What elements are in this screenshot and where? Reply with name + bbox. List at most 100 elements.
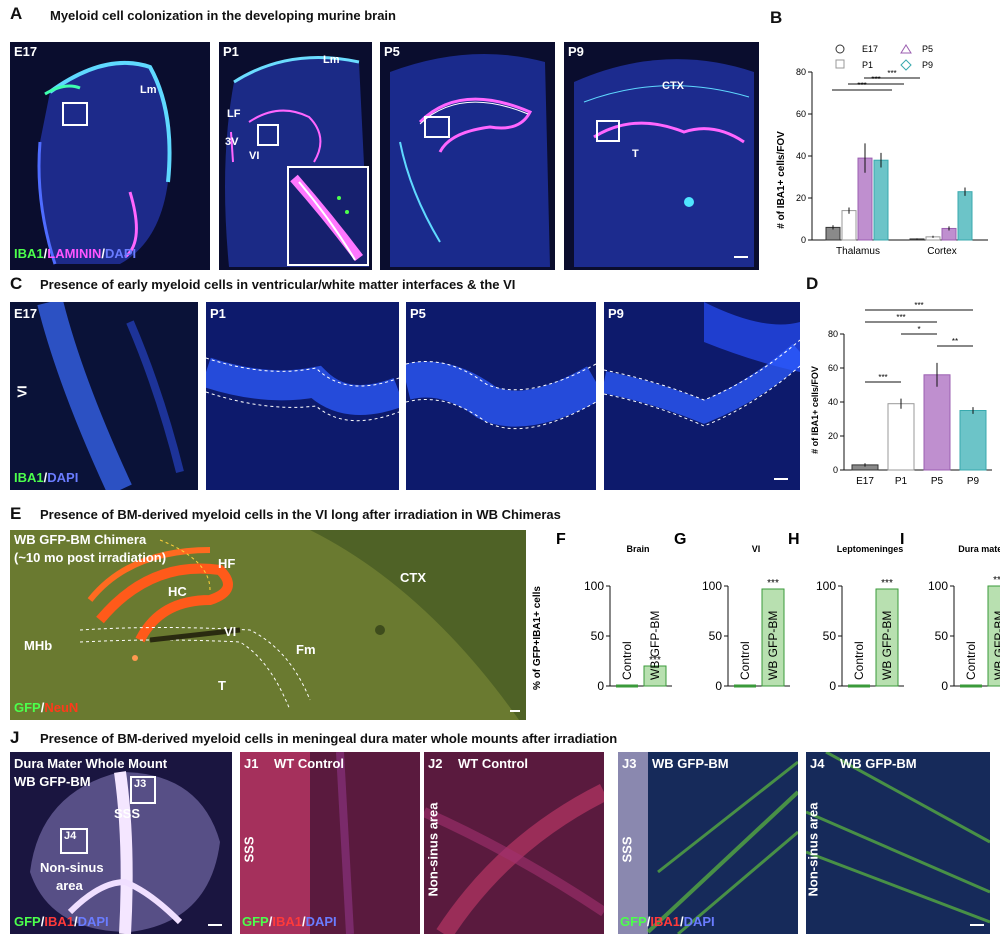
stain-legend-e: GFP/NeuN <box>14 700 79 715</box>
chart-g-letter: G <box>674 531 686 548</box>
chart-h-title: Leptomeninges <box>837 544 904 554</box>
chart-b-category-label: Cortex <box>927 246 956 257</box>
micrograph-j4: J4 WB GFP-BM Non-sinus area <box>806 752 990 934</box>
j4-title: WB GFP-BM <box>840 756 917 771</box>
annotation-lm: Lm <box>140 84 157 96</box>
micrograph-j2: J2 WT Control Non-sinus area <box>424 752 604 934</box>
micrograph-c-p9: P9 <box>604 302 800 490</box>
annotation-ctx: CTX <box>662 80 684 92</box>
panel-e-title: Presence of BM-derived myeloid cells in … <box>40 507 561 522</box>
chart-b-ytick-label: 60 <box>796 109 806 119</box>
nonsinus-line2: area <box>56 878 83 893</box>
annotation-hf: HF <box>218 556 236 571</box>
image-label-e17: E17 <box>14 44 38 59</box>
nonsinus-line1: Non-sinus <box>40 860 104 875</box>
j1-title: WT Control <box>274 756 345 771</box>
image-label-p1: P1 <box>223 44 239 59</box>
chart-d-category-label: P5 <box>931 476 944 487</box>
scale-bar <box>774 478 788 480</box>
annotation-vi-e: VI <box>224 624 237 639</box>
chimera-line1: WB GFP-BM Chimera <box>14 532 147 547</box>
chart-d-ytick-label: 40 <box>828 397 838 407</box>
chart-d-ylabel: # of IBA1+ cells/FOV <box>810 366 820 454</box>
chart-fi-ytick-label: 0 <box>597 679 604 693</box>
panel-j-title: Presence of BM-derived myeloid cells in … <box>40 731 618 746</box>
chart-d-category-label: P1 <box>895 476 908 487</box>
chart-b-bar <box>873 159 889 241</box>
chart-b-ytick-label: 40 <box>796 151 806 161</box>
chart-d-ytick-label: 20 <box>828 431 838 441</box>
chart-fi-ytick-label: 50 <box>709 629 723 643</box>
chart-b-category-label: Thalamus <box>836 246 880 257</box>
box-j4 <box>60 828 88 854</box>
micrograph-e: WB GFP-BM Chimera (~10 mo post irradiati… <box>10 530 526 720</box>
chart-fi-sig: *** <box>649 655 661 666</box>
chart-fi-treated-bar <box>761 588 785 687</box>
chart-d-ytick-label: 80 <box>828 329 838 339</box>
chart-b-ytick-label: 20 <box>796 193 806 203</box>
chart-f-letter: F <box>556 531 566 548</box>
micrograph-j3: J3 WB GFP-BM SSS GFP/IBA1/DAPI <box>618 752 798 934</box>
main-line2: WB GFP-BM <box>14 774 91 789</box>
legend-p5: P5 <box>922 44 933 54</box>
chart-i-letter: I <box>900 531 904 548</box>
micrograph-a-e17: E17 Lm IBA1/LAMININ/DAPI <box>10 42 210 270</box>
annotation-3v: 3V <box>225 136 239 148</box>
j3-title: WB GFP-BM <box>652 756 729 771</box>
chart-fi-ytick-label: 0 <box>715 679 722 693</box>
stain-legend-a: IBA1/LAMININ/DAPI <box>14 246 137 261</box>
j3-side: SSS <box>619 836 635 863</box>
micrograph-c-e17: E17 VI IBA1/DAPI <box>10 302 198 490</box>
chart-d-bar <box>887 403 915 471</box>
chart-f-title: Brain <box>626 544 649 554</box>
stain-legend-c: IBA1/DAPI <box>14 470 79 485</box>
annotation-vi: VI <box>249 150 260 162</box>
panel-a-letter: A <box>10 4 23 23</box>
image-label-p5: P5 <box>384 44 400 59</box>
box-j4-label: J4 <box>64 830 77 842</box>
j1-side: SSS <box>241 836 257 863</box>
side-label-vi: VI <box>14 385 30 398</box>
sss-label: SSS <box>114 806 141 821</box>
chart-b-ytick-label: 0 <box>801 235 806 245</box>
box-j3-label: J3 <box>134 778 147 790</box>
j2-id: J2 <box>428 756 443 771</box>
panel-d-letter: D <box>806 274 819 293</box>
chart-b-sig-label: *** <box>871 75 880 84</box>
j3-id: J3 <box>622 756 637 771</box>
stain-legend-j1: GFP/IBA1/DAPI <box>242 914 337 929</box>
charts-fi: % of GFP+IBA1+ cells F Brain 0 50 100 *** Cont… <box>530 530 1000 725</box>
legend-p1: P1 <box>862 60 873 70</box>
panel-c-title: Presence of early myeloid cells in ventr… <box>40 277 516 292</box>
box-j3 <box>130 776 156 804</box>
chart-fi-ytick-label: 50 <box>591 629 605 643</box>
chart-d-sig-label: * <box>917 325 920 334</box>
legend-p9: P9 <box>922 60 933 70</box>
chart-d-ytick-label: 60 <box>828 363 838 373</box>
j4-side: Non-sinus area <box>806 802 821 897</box>
annotation-hc: HC <box>168 584 187 599</box>
chart-b: # of IBA1+ cells/FOV 0 20 40 60 80 Thalamus Co… <box>776 44 988 257</box>
annotation-lm-p1: Lm <box>323 54 340 66</box>
main-line1: Dura Mater Whole Mount <box>14 756 168 771</box>
panel-a-title: Myeloid cell colonization in the develop… <box>50 8 396 23</box>
annotation-ctx-e: CTX <box>400 570 426 585</box>
image-label-c-p5: P5 <box>410 306 426 321</box>
chart-i-title: Dura mater <box>958 544 1000 554</box>
micrograph-a-p9: P9 CTX T <box>564 42 759 270</box>
brain-section-p5 <box>390 54 550 267</box>
chart-b-legend: E17 P1 P5 P9 <box>835 44 933 71</box>
micrograph-j1: J1 WT Control SSS GFP/IBA1/DAPI <box>240 752 420 934</box>
chart-fi-treated-bar <box>875 588 899 687</box>
micrograph-j-main: Dura Mater Whole Mount WB GFP-BM J3 J4 S… <box>10 752 232 934</box>
chart-b-sig-label: *** <box>887 69 896 78</box>
chart-fi-control-label: Control <box>620 641 634 680</box>
inset-box <box>62 102 88 126</box>
chart-fi-ytick-label: 0 <box>941 679 948 693</box>
chart-d: # of IBA1+ cells/FOV 0 20 40 60 80 E17 P1 P5 P9 *… <box>810 302 992 487</box>
chart-fi-treated-label: WB GFP-BM <box>880 611 894 680</box>
annotation-t: T <box>632 148 639 160</box>
chart-g-title: VI <box>752 544 761 554</box>
chart-b-ytick-label: 80 <box>796 67 806 77</box>
scale-bar <box>970 924 984 926</box>
